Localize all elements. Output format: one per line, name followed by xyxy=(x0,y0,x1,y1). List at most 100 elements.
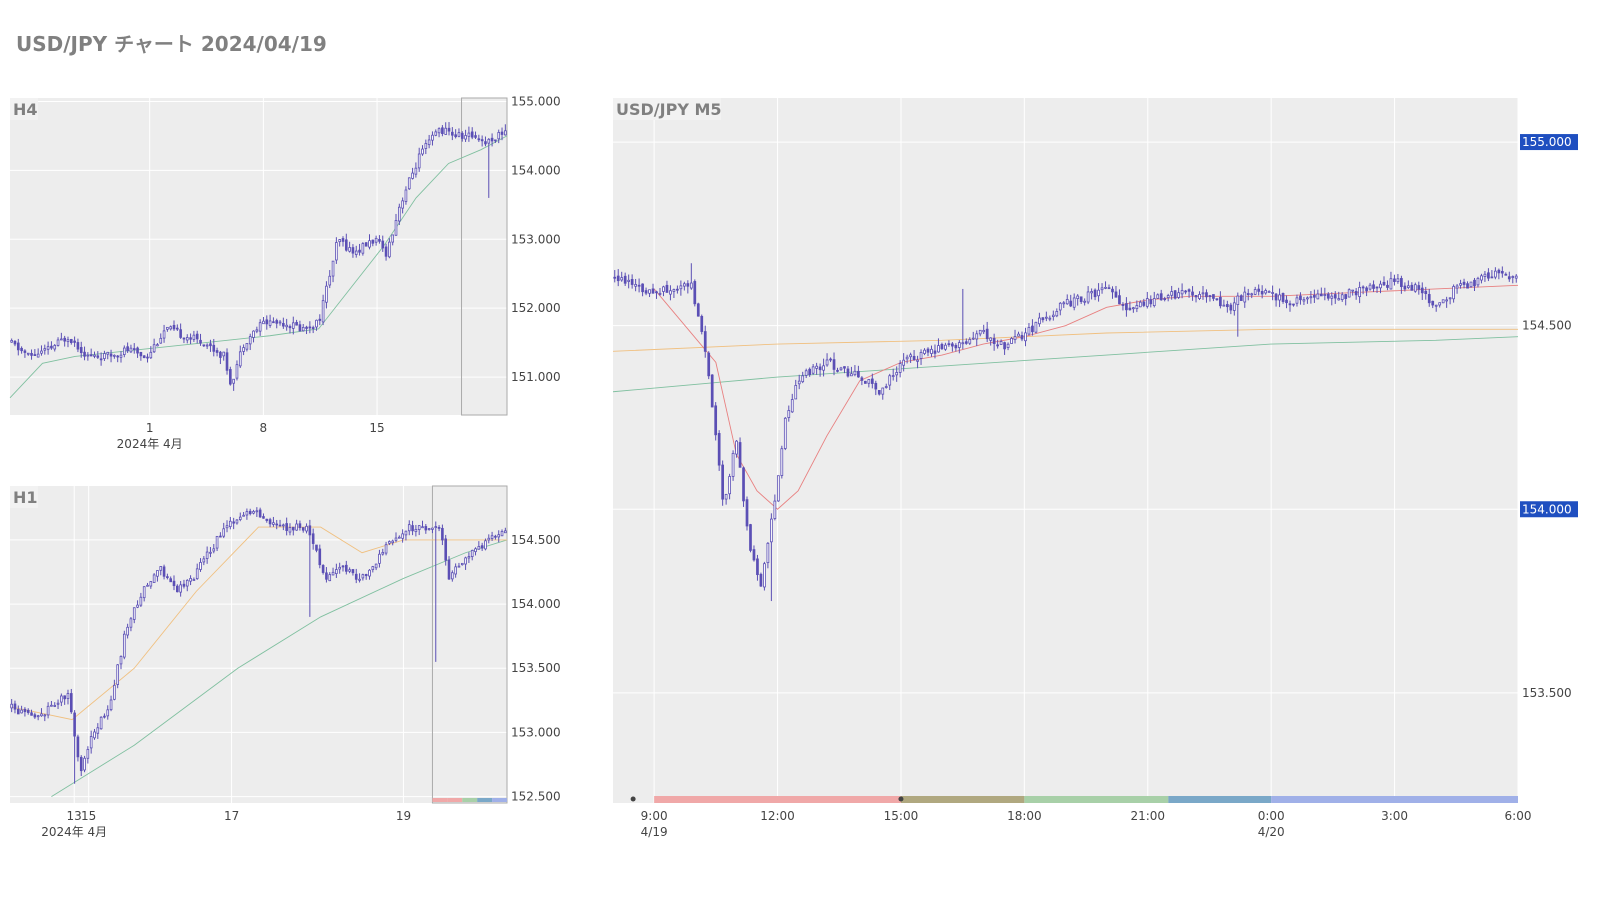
m5-candle-body xyxy=(1191,291,1194,296)
m5-candle-body xyxy=(947,343,951,346)
m5-candle-body xyxy=(679,285,683,290)
h1-candle-body xyxy=(36,715,40,718)
h4-candle xyxy=(103,350,106,361)
m5-candle-body xyxy=(676,288,679,291)
m5-candle xyxy=(1166,293,1170,302)
m5-candle xyxy=(881,387,885,400)
h4-candle xyxy=(50,341,53,350)
h4-candle xyxy=(401,197,404,214)
h4-candle-body xyxy=(215,350,219,353)
h1-candle-body xyxy=(268,519,272,525)
h1-candle-body xyxy=(474,548,477,553)
m5-candle xyxy=(1386,280,1389,291)
h1-title-bg xyxy=(10,486,38,508)
m5-candle-body xyxy=(707,352,711,377)
m5-candle xyxy=(1393,274,1396,286)
h4-candle xyxy=(258,319,262,336)
m5-candle-body xyxy=(1097,289,1100,297)
h1-candle-body xyxy=(189,578,192,582)
h4-candle xyxy=(185,334,189,344)
m5-candle xyxy=(1278,288,1281,308)
m5-candle xyxy=(676,285,679,294)
h1-candle xyxy=(421,520,424,529)
h4-candle-body xyxy=(169,326,173,330)
h1-candle xyxy=(490,531,494,541)
h1-candle-body xyxy=(182,583,186,587)
h1-candle xyxy=(46,702,50,719)
m5-candle xyxy=(1024,327,1027,347)
m5-candle-body xyxy=(1128,307,1132,311)
h1-candle-body xyxy=(103,715,106,718)
m5-candle-body xyxy=(1184,290,1187,293)
m5-candle-body xyxy=(951,343,954,347)
m5-candle xyxy=(693,279,697,307)
h1-candle xyxy=(139,592,143,608)
m5-candle-body xyxy=(884,386,888,388)
h1-candle-body xyxy=(398,536,401,539)
h1-candle xyxy=(265,518,269,523)
m5-candle xyxy=(822,358,825,377)
h1-candle-body xyxy=(470,550,474,557)
h1-candle xyxy=(205,546,209,564)
m5-candle-body xyxy=(776,475,780,502)
m5-candle-body xyxy=(1406,285,1410,288)
h4-candle xyxy=(235,360,239,381)
h1-candle-body xyxy=(288,527,292,533)
m5-xtick-label: 9:00 xyxy=(641,809,668,823)
h4-candle xyxy=(454,129,457,139)
m5-candle xyxy=(1149,295,1153,308)
h1-candle xyxy=(285,517,288,536)
h1-candle-body xyxy=(351,569,355,574)
m5-candle xyxy=(832,352,836,376)
m5-candle xyxy=(1253,286,1257,296)
h4-candle xyxy=(232,378,235,391)
h1-candle xyxy=(159,566,163,576)
m5-candle xyxy=(1271,285,1274,301)
m5-candle xyxy=(752,545,756,562)
h1-candle xyxy=(315,544,318,553)
h4-candle xyxy=(441,125,444,137)
m5-candle-body xyxy=(1044,316,1048,319)
m5-candle-body xyxy=(1469,281,1473,288)
m5-candle xyxy=(1417,281,1421,295)
m5-candle xyxy=(1285,295,1288,309)
h1-candle xyxy=(477,541,481,550)
m5-candle xyxy=(1396,273,1400,284)
h1-candle-body xyxy=(16,708,20,715)
m5-candle xyxy=(794,379,798,400)
m5-candle xyxy=(1236,292,1240,337)
h1-candle-body xyxy=(434,526,438,528)
m5-xtick-sublabel: 4/20 xyxy=(1258,825,1285,839)
m5-candle-body xyxy=(989,337,993,341)
h1-candle-body xyxy=(494,535,497,538)
m5-candle-body xyxy=(686,283,690,287)
h1-candle xyxy=(232,517,235,530)
h4-candle xyxy=(282,317,285,329)
m5-candle-body xyxy=(689,282,693,289)
h4-candle xyxy=(215,347,219,357)
h1-candle xyxy=(149,581,153,589)
h1-candle xyxy=(451,570,454,582)
h4-candle-body xyxy=(242,347,245,352)
m5-candle xyxy=(662,285,665,297)
m5-candle xyxy=(1309,291,1313,304)
h1-candle-body xyxy=(43,714,47,717)
h4-candle-body xyxy=(464,135,467,140)
h1-candle-body xyxy=(215,535,219,549)
m5-candle-body xyxy=(1104,286,1107,289)
h4-candle-body xyxy=(427,139,431,146)
m5-candle-body xyxy=(1142,301,1146,306)
m5-candle-body xyxy=(1170,291,1174,296)
m5-candle xyxy=(971,331,975,341)
h1-candle-body xyxy=(219,535,222,538)
m5-candle-body xyxy=(1055,311,1059,317)
h4-candle-body xyxy=(33,354,37,356)
m5-candle-body xyxy=(996,344,999,347)
m5-candle-body xyxy=(1267,291,1271,293)
h1-candle-body xyxy=(311,533,315,544)
m5-candle xyxy=(1500,266,1504,278)
h4-candle xyxy=(205,343,209,350)
h4-candle xyxy=(136,346,139,358)
h1-candle-body xyxy=(464,557,467,565)
m5-candle xyxy=(1473,277,1476,291)
